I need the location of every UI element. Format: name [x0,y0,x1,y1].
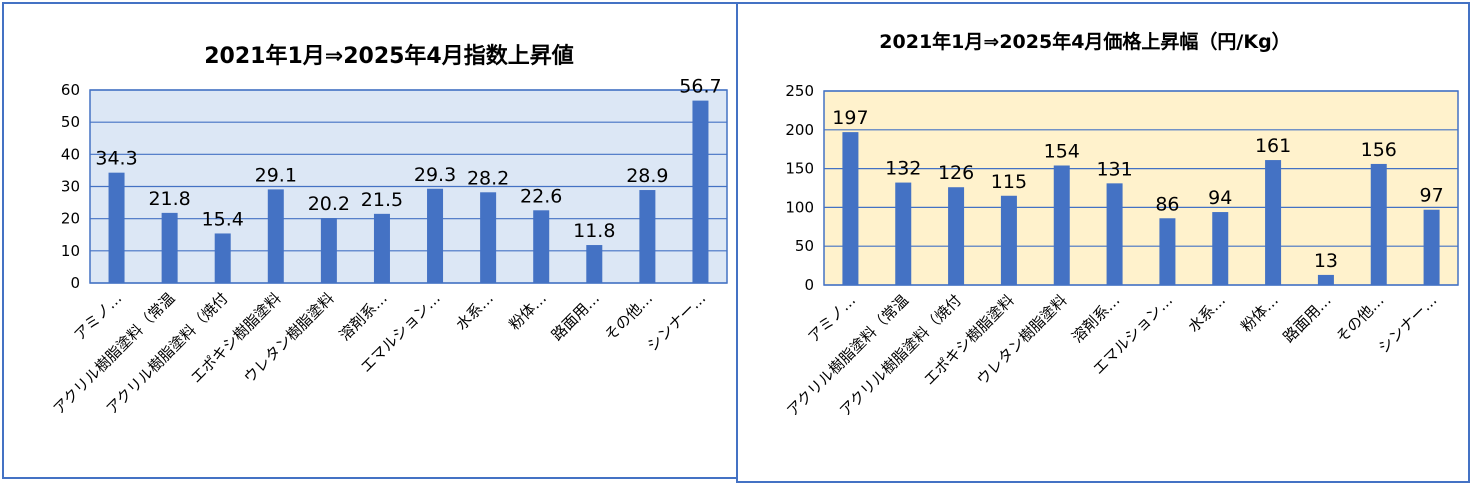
bar [373,213,390,283]
y-tick-label: 50 [795,237,814,255]
data-label: 13 [1314,250,1338,272]
category-label: 水系… [452,289,497,334]
chart-title: 2021年1月⇒2025年4月指数上昇値 [204,43,574,69]
price-bar-chart: 2021年1月⇒2025年4月価格上昇幅（円/Kg） 0 50 100 150 200 2… [783,30,1459,420]
bar [586,245,603,283]
data-label: 94 [1208,187,1232,209]
category-label: 路面用… [548,289,603,344]
data-label: 56.7 [679,76,721,98]
bar [1265,160,1282,285]
bar [895,182,912,285]
data-label: 15.4 [202,208,244,230]
y-tick-label: 200 [785,121,814,139]
category-label: エポキシ樹脂塗料 [187,289,285,387]
bar [948,187,965,285]
data-label: 132 [885,158,921,180]
data-label: 197 [832,107,868,129]
data-label: 86 [1155,193,1179,215]
data-label: 34.3 [95,148,137,170]
category-label: アミノ… [70,289,125,344]
data-label: 21.8 [148,188,190,210]
y-tick-label: 100 [785,198,814,216]
category-label: 粉体… [1237,291,1282,336]
category-label: その他… [601,289,656,344]
data-label: 28.9 [626,165,668,187]
bar [692,100,709,284]
bar [1000,195,1017,285]
data-label: 161 [1255,135,1291,157]
category-label: ウレタン樹脂塗料 [240,289,338,387]
bar [267,189,284,283]
data-label: 20.2 [308,193,350,215]
bar [1159,218,1176,285]
bar [842,132,859,285]
bar [214,233,231,283]
category-label: アミノ… [804,291,859,346]
chart-title: 2021年1月⇒2025年4月価格上昇幅（円/Kg） [879,30,1290,53]
data-label: 126 [938,162,974,184]
category-label: ウレタン樹脂塗料 [973,291,1071,389]
y-tick-label: 30 [61,178,80,196]
y-tick-label: 10 [61,242,80,260]
y-tick-label: 250 [785,82,814,100]
data-label: 115 [991,171,1027,193]
data-label: 29.3 [414,164,456,186]
data-label: 156 [1361,139,1397,161]
category-label: 路面用… [1280,291,1335,346]
bar [320,218,337,283]
category-label: 溶剤系… [1068,291,1123,346]
bar [1053,165,1070,285]
y-tick-label: 0 [70,274,80,292]
data-label: 97 [1419,185,1443,207]
y-tick-label: 150 [785,160,814,178]
data-label: 154 [1044,140,1080,162]
bar [1423,209,1440,285]
y-tick-label: 60 [61,81,80,99]
chart-panel-index: 2021年1月⇒2025年4月指数上昇値 0 10 20 30 40 50 60 34.3 アミ… [2,2,740,479]
plot-area [823,90,1459,286]
category-label: シンナー… [644,289,710,355]
bar [108,172,125,283]
category-label: エポキシ樹脂塗料 [920,291,1018,389]
category-label: その他… [1332,291,1387,346]
y-tick-label: 0 [804,276,814,294]
data-label: 28.2 [467,167,509,189]
bar [1212,212,1229,285]
index-bar-chart: 2021年1月⇒2025年4月指数上昇値 0 10 20 30 40 50 60 34.3 アミ… [50,43,728,418]
bar [639,190,656,283]
bar [427,188,444,283]
category-label: 水系… [1185,291,1230,336]
category-label: 粉体… [505,289,550,334]
data-label: 29.1 [255,164,297,186]
data-label: 131 [1096,158,1132,180]
y-tick-label: 50 [61,113,80,131]
bar [161,212,178,283]
data-label: 11.8 [573,220,615,242]
category-label: 溶剤系… [336,289,391,344]
chart-panel-price: 2021年1月⇒2025年4月価格上昇幅（円/Kg） 0 50 100 150 200 2… [736,2,1470,483]
data-label: 21.5 [361,189,403,211]
bar [1317,274,1334,285]
bar [480,192,497,283]
bar [1370,163,1387,285]
bar [533,210,550,283]
y-tick-label: 20 [61,210,80,228]
y-tick-label: 40 [61,145,80,163]
bar [1106,183,1123,285]
data-label: 22.6 [520,185,562,207]
